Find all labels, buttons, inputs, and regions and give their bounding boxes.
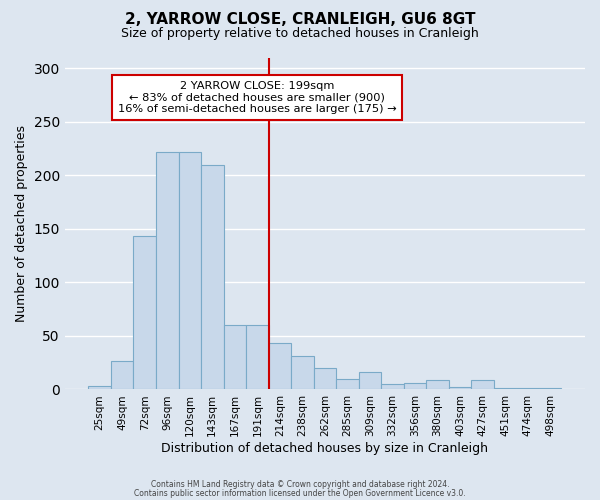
Bar	[133, 236, 156, 390]
Bar	[359, 372, 381, 390]
Bar	[426, 380, 449, 390]
Bar	[471, 380, 494, 390]
Bar	[314, 368, 336, 390]
Text: Contains public sector information licensed under the Open Government Licence v3: Contains public sector information licen…	[134, 488, 466, 498]
Bar	[291, 356, 314, 390]
Bar	[539, 388, 562, 390]
Bar	[246, 325, 269, 390]
Bar	[88, 386, 111, 390]
Bar	[336, 379, 359, 390]
Bar	[494, 388, 517, 390]
X-axis label: Distribution of detached houses by size in Cranleigh: Distribution of detached houses by size …	[161, 442, 488, 455]
Bar	[156, 152, 179, 390]
Bar	[269, 344, 291, 390]
Text: 2, YARROW CLOSE, CRANLEIGH, GU6 8GT: 2, YARROW CLOSE, CRANLEIGH, GU6 8GT	[125, 12, 475, 28]
Text: Size of property relative to detached houses in Cranleigh: Size of property relative to detached ho…	[121, 28, 479, 40]
Bar	[404, 383, 426, 390]
Bar	[111, 360, 133, 390]
Bar	[224, 325, 246, 390]
Bar	[449, 388, 471, 390]
Text: Contains HM Land Registry data © Crown copyright and database right 2024.: Contains HM Land Registry data © Crown c…	[151, 480, 449, 489]
Bar	[179, 152, 201, 390]
Text: 2 YARROW CLOSE: 199sqm
← 83% of detached houses are smaller (900)
16% of semi-de: 2 YARROW CLOSE: 199sqm ← 83% of detached…	[118, 80, 397, 114]
Bar	[517, 388, 539, 390]
Bar	[381, 384, 404, 390]
Bar	[201, 164, 224, 390]
Y-axis label: Number of detached properties: Number of detached properties	[15, 125, 28, 322]
